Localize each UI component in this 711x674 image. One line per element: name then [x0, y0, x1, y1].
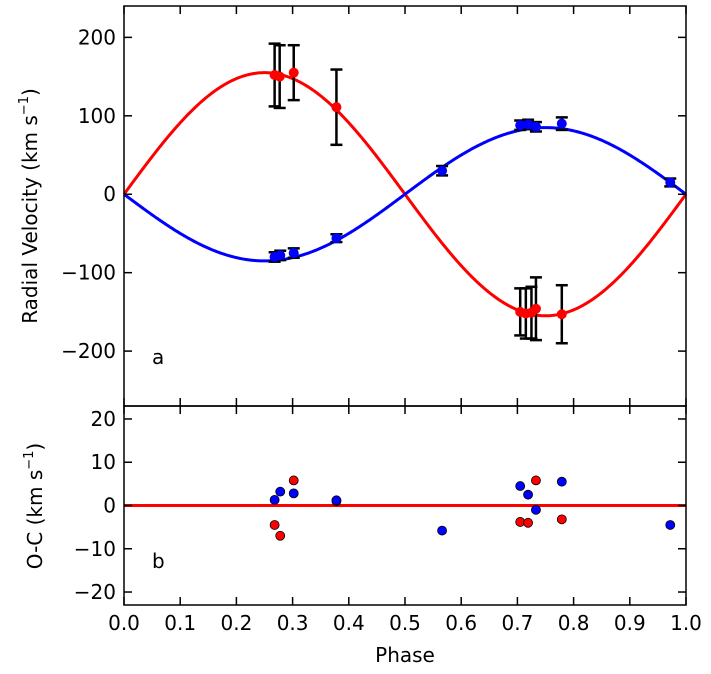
secondary-model-line: [123, 126, 687, 263]
red-data-point: [556, 309, 567, 320]
blue-residuals-point: [523, 489, 533, 500]
red-residuals-point: [288, 475, 299, 486]
blue-data-point: [665, 177, 676, 188]
x-tick-label: 0.8: [558, 611, 590, 635]
blue-data-point: [331, 233, 342, 244]
x-tick-label: 0.3: [277, 611, 309, 635]
blue-residuals-point: [515, 481, 526, 491]
blue-residuals-point: [531, 504, 541, 515]
blue-residuals-point: [288, 488, 299, 499]
panel-b-ylabel: O-C (km s−1): [22, 443, 47, 569]
panel-a-ticks: 200 100 0 −100 −200: [61, 6, 687, 406]
panel-b-ytick-label: −20: [74, 580, 116, 604]
panel-a-ytick-label: 0: [103, 182, 116, 206]
blue-data-point: [288, 248, 299, 259]
x-tick-label: 0.5: [389, 611, 421, 635]
x-tick-label: 0.2: [220, 611, 252, 635]
blue-residuals-point: [665, 520, 676, 530]
blue-residuals-point: [331, 495, 342, 506]
panel-a-ytick-label: −200: [61, 339, 116, 363]
panel-a-radial-velocity: 200 100 0 −100 −200 a Radial Velocity (km s−…: [17, 5, 688, 407]
blue-data-point: [275, 250, 286, 261]
x-tick-label: 0.4: [333, 611, 365, 635]
panel-a-ylabel: Radial Velocity (km s−1): [17, 88, 42, 324]
panel-a-marks: [122, 42, 688, 345]
x-tick-label: 0.6: [445, 611, 477, 635]
panel-a-ytick-label: 100: [78, 104, 116, 128]
red-residuals-point: [556, 514, 567, 525]
blue-data-point: [437, 165, 448, 176]
blue-residuals-point: [556, 476, 567, 487]
red-residuals-point: [269, 520, 280, 530]
panel-b-ytick-label: 10: [91, 450, 116, 474]
panel-b-letter: b: [152, 549, 165, 573]
red-data-point: [274, 71, 285, 82]
x-tick-label: 1.0: [670, 611, 702, 635]
red-data-point: [288, 67, 299, 78]
panel-a-ytick-label: −100: [61, 261, 116, 285]
x-tick-label: 0.1: [164, 611, 196, 635]
blue-residuals-point: [437, 525, 447, 536]
panel-b-ytick-label: 20: [91, 407, 116, 431]
blue-residuals-point: [275, 486, 286, 497]
panel-a-ytick-label: 200: [78, 25, 116, 49]
blue-data-point: [530, 121, 541, 132]
blue-data-point: [556, 118, 567, 129]
red-residuals-point: [523, 517, 533, 528]
panel-b-ytick-label: −10: [74, 537, 116, 561]
panel-b-ytick-label: 0: [103, 494, 116, 518]
red-data-point: [530, 303, 541, 314]
blue-residuals-point: [269, 494, 280, 505]
panel-b-marks: [124, 475, 686, 541]
x-tick-label: 0.0: [108, 611, 140, 635]
panel-b-ticks: 20 10 0 −10 −20 0.0 0.1 0.2 0.3 0.4 0.5 0.6 0.7 0.8 0.…: [74, 406, 702, 635]
red-residuals-point: [275, 530, 286, 541]
red-data-point: [331, 102, 342, 113]
panel-a-letter: a: [152, 345, 164, 369]
x-tick-label: 0.7: [501, 611, 533, 635]
red-residuals-point: [531, 475, 541, 486]
panel-b-residuals: 20 10 0 −10 −20 0.0 0.1 0.2 0.3 0.4 0.5 0.6 0.7 0.8 0.…: [22, 405, 702, 667]
x-tick-label: 0.9: [614, 611, 646, 635]
x-axis-label: Phase: [375, 643, 435, 667]
